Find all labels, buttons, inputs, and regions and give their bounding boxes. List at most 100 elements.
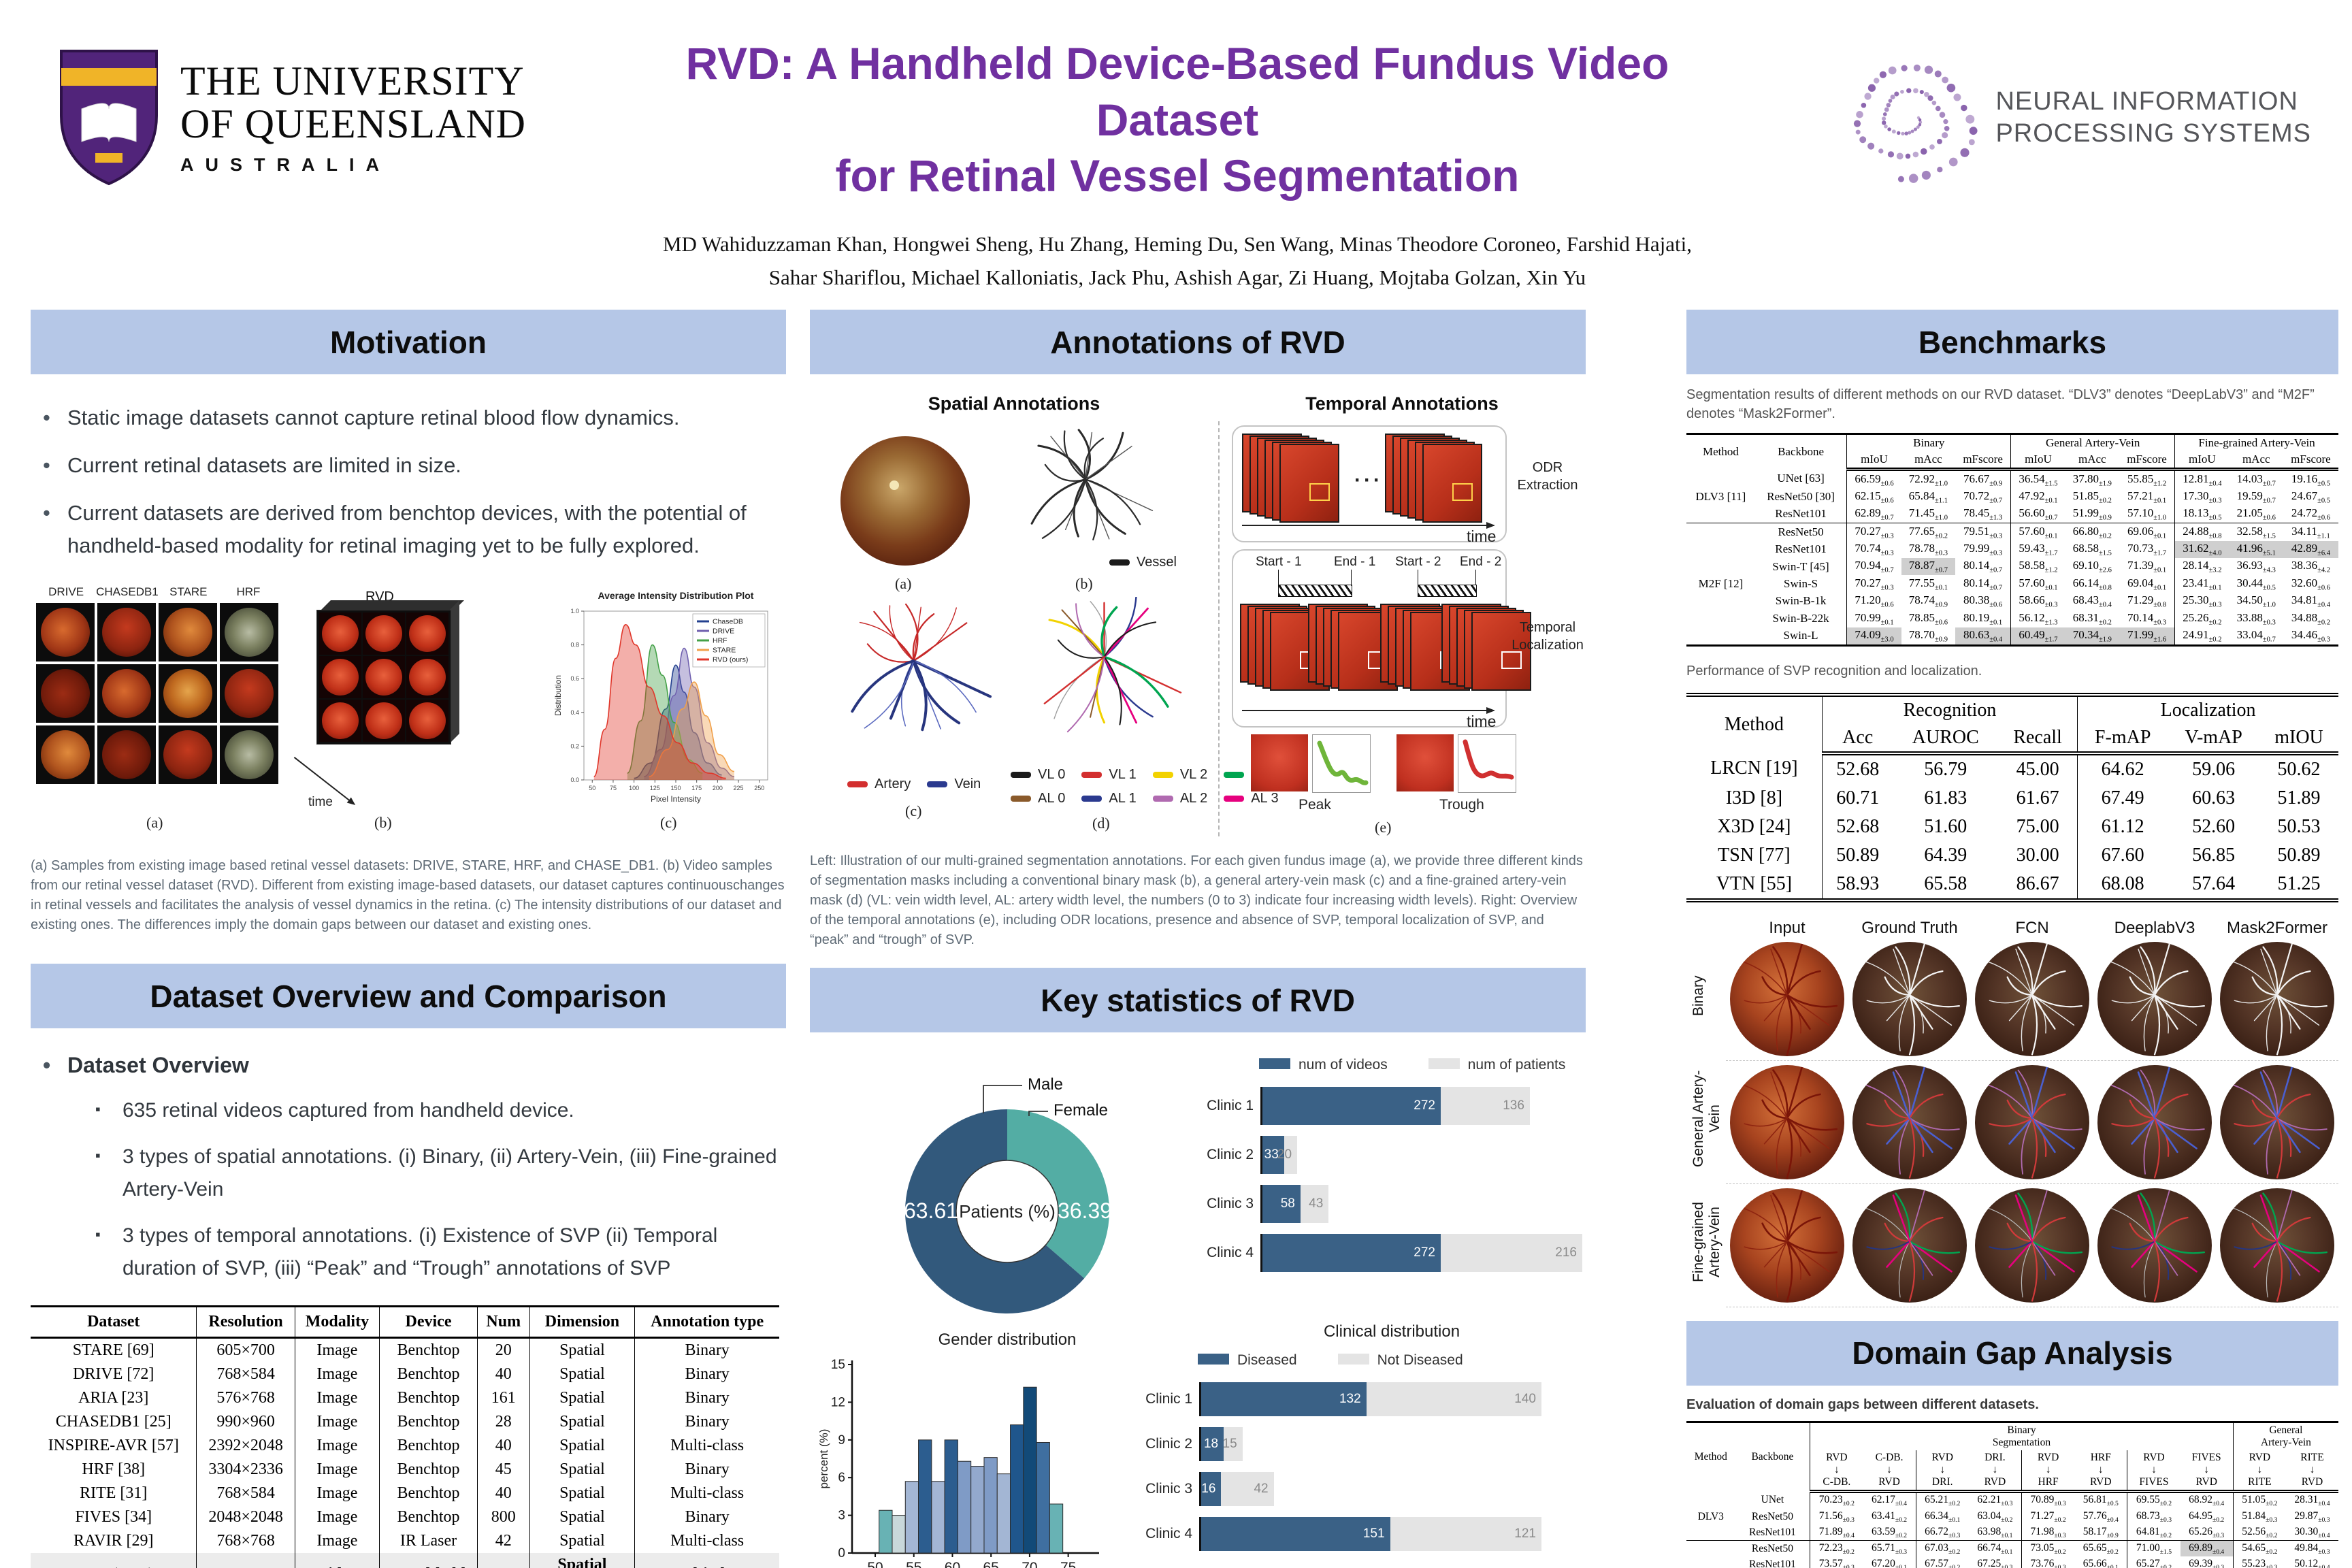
trough-patch [1396, 734, 1454, 791]
qualitative-results-grid: Input Ground Truth FCN DeeplabV3 Mask2Former… [1686, 919, 2338, 1307]
metric-value: 66.74±0.1 [1977, 1541, 2013, 1556]
method-cell [1686, 541, 1755, 558]
clinical-distribution-title: Clinical distribution [1323, 1322, 1460, 1341]
table-cell: Spatial [529, 1529, 635, 1554]
fundus-thumbnail [159, 603, 217, 662]
svg-text:1.0: 1.0 [570, 608, 579, 615]
table-row: RVD (ours)1800×1800VideoHand-held1,270Sp… [31, 1553, 779, 1568]
svg-text:0.6: 0.6 [570, 675, 579, 682]
table-cell: 20 [476, 1337, 530, 1363]
artery-level-legend: AL 0 AL 1 AL 2 AL 3 [1011, 791, 1279, 806]
fundus-image [840, 436, 970, 566]
table-cell: DRIVE [72] [73, 1365, 154, 1384]
table-cell: 42 [476, 1529, 530, 1554]
metric-value: 70.72±0.7 [1963, 489, 2003, 505]
result-fundus-image [1852, 1064, 1967, 1179]
svg-text:70: 70 [1022, 1560, 1037, 1568]
metric-value: 68.31±0.2 [2072, 610, 2112, 627]
table-cell: 990×960 [196, 1410, 295, 1435]
metric-value: 69.39±0.3 [2189, 1557, 2225, 1568]
metric-value: 70.14±0.3 [2127, 610, 2167, 627]
metric-value: 65.66±0.1 [2082, 1557, 2119, 1568]
motivation-figure-caption: (a) Samples from existing image based re… [31, 858, 785, 933]
odr-extraction-label: ODR Extraction [1517, 460, 1578, 493]
svg-text:9: 9 [838, 1433, 845, 1448]
table-cell: 45 [476, 1458, 530, 1482]
metric-value: 52.60 [2192, 815, 2236, 837]
backbone-cell: UNet [1761, 1494, 1784, 1506]
table-row: ARIA [23] 576×768 Image Benchtop 161 Spatial B… [31, 1386, 779, 1411]
section-title-benchmarks: Benchmarks [1686, 310, 2338, 374]
metric-value: 30.00 [2016, 844, 2059, 866]
video-frame [1422, 444, 1482, 523]
fundus-thumbnail [159, 664, 217, 723]
transfer-direction: RVD ↓ FIVES [2127, 1450, 2180, 1493]
metric-value: 57.64 [2192, 872, 2236, 894]
result-fundus-image [2097, 1188, 2212, 1303]
svg-text:percent (%): percent (%) [817, 1429, 830, 1489]
table-row: ResNet101 62.89±0.7 71.45±1.0 78.45±1.3 56.6… [1686, 505, 2338, 524]
metric-value: 75.00 [2016, 815, 2059, 837]
rvd-video-thumbnail [319, 700, 361, 742]
metric-value: 64.62 [2077, 753, 2168, 784]
domain-gap-table: Method Backbone Binary Segmentation General A… [1686, 1420, 2338, 1568]
table-cell: Multi-class [634, 1529, 779, 1554]
svp-interval-1 [1278, 585, 1352, 597]
metric-value: 80.63±0.4 [1955, 627, 2011, 646]
legend-swatch [927, 781, 948, 787]
table-cell: Spatial [529, 1482, 635, 1506]
bar-row: Clinic 3 58 43 [1191, 1185, 1586, 1223]
svg-text:63.61: 63.61 [904, 1198, 958, 1223]
backbone-cell: ResNet101 [1754, 505, 1847, 524]
metric-value: 57.60±0.1 [2010, 523, 2065, 541]
backbone-cell: Swin-B-1k [1775, 594, 1827, 608]
method-cell: I3D [8] [1725, 787, 1783, 808]
metric-value: 50.53 [2277, 815, 2321, 837]
metric-value: 57.21±0.1 [2127, 489, 2167, 505]
metric-value: 51.60 [1924, 815, 1967, 837]
svg-text:12: 12 [831, 1395, 845, 1409]
metric-value: 78.74±0.9 [1908, 593, 1948, 609]
table-cell: 1800×1800 [196, 1553, 295, 1568]
peak-signal [1312, 734, 1371, 793]
artery-vein-legend: Artery Vein [847, 777, 981, 792]
table-cell: 576×768 [196, 1386, 295, 1411]
transfer-direction: RVD ↓ DRI. [1915, 1450, 1969, 1493]
result-fundus-image [2097, 941, 2212, 1056]
table-row: ResNet101 71.89±0.4 63.59±0.2 66.72±0.3 63.9… [1686, 1524, 2338, 1541]
legend-swatch [1011, 796, 1031, 802]
table-cell: Image [294, 1337, 380, 1363]
table-cell: Spatial [529, 1410, 635, 1435]
section-title-annotations: Annotations of RVD [810, 310, 1586, 374]
bar-row-label: Clinic 3 [1207, 1196, 1254, 1211]
metric-value: 86.67 [2016, 872, 2059, 894]
table-header-cell: Num [476, 1306, 530, 1339]
table-header-cell: Device [379, 1306, 478, 1339]
bar-segment: 33 [1262, 1136, 1284, 1174]
svg-text:225: 225 [734, 785, 744, 791]
svg-text:125: 125 [650, 785, 660, 791]
svg-text:250: 250 [754, 785, 764, 791]
svg-text:Pixel Intensity: Pixel Intensity [651, 794, 701, 804]
transfer-direction: RITE ↓ RVD [2285, 1450, 2338, 1493]
metric-value: 71.89±0.4 [1810, 1524, 1863, 1541]
table-row: Swin-B-22k 70.99±0.1 78.85±0.6 80.19±0.1 56.… [1686, 610, 2338, 627]
metric-value: 70.94±0.7 [1846, 557, 1901, 576]
segmentation-results-table: Method Backbone Binary General Artery-Vein F… [1686, 433, 2338, 647]
bar-row-label: Clinic 2 [1145, 1436, 1192, 1452]
metric-value: 34.88±0.2 [2291, 610, 2331, 627]
metric-value: 72.92±1.0 [1908, 472, 1948, 487]
fundus-thumbnail [36, 725, 95, 785]
metric-value: 63.41±0.2 [1871, 1509, 1908, 1524]
legend-item: VL 0 [1011, 767, 1065, 783]
legend-swatch [1224, 772, 1245, 778]
rvd-video-thumbnail [406, 700, 448, 742]
method-cell [1686, 505, 1755, 524]
fundus-thumbnail [220, 725, 278, 785]
metric-value: 58.17±0.9 [2074, 1524, 2127, 1541]
backbone-cell: UNet [63] [1777, 472, 1825, 485]
section-title-motivation: Motivation [31, 310, 786, 374]
table-cell: 768×768 [196, 1529, 295, 1554]
table-row: ResNet50 70.27±0.3 77.65±0.2 79.51±0.3 57.60… [1686, 523, 2338, 541]
